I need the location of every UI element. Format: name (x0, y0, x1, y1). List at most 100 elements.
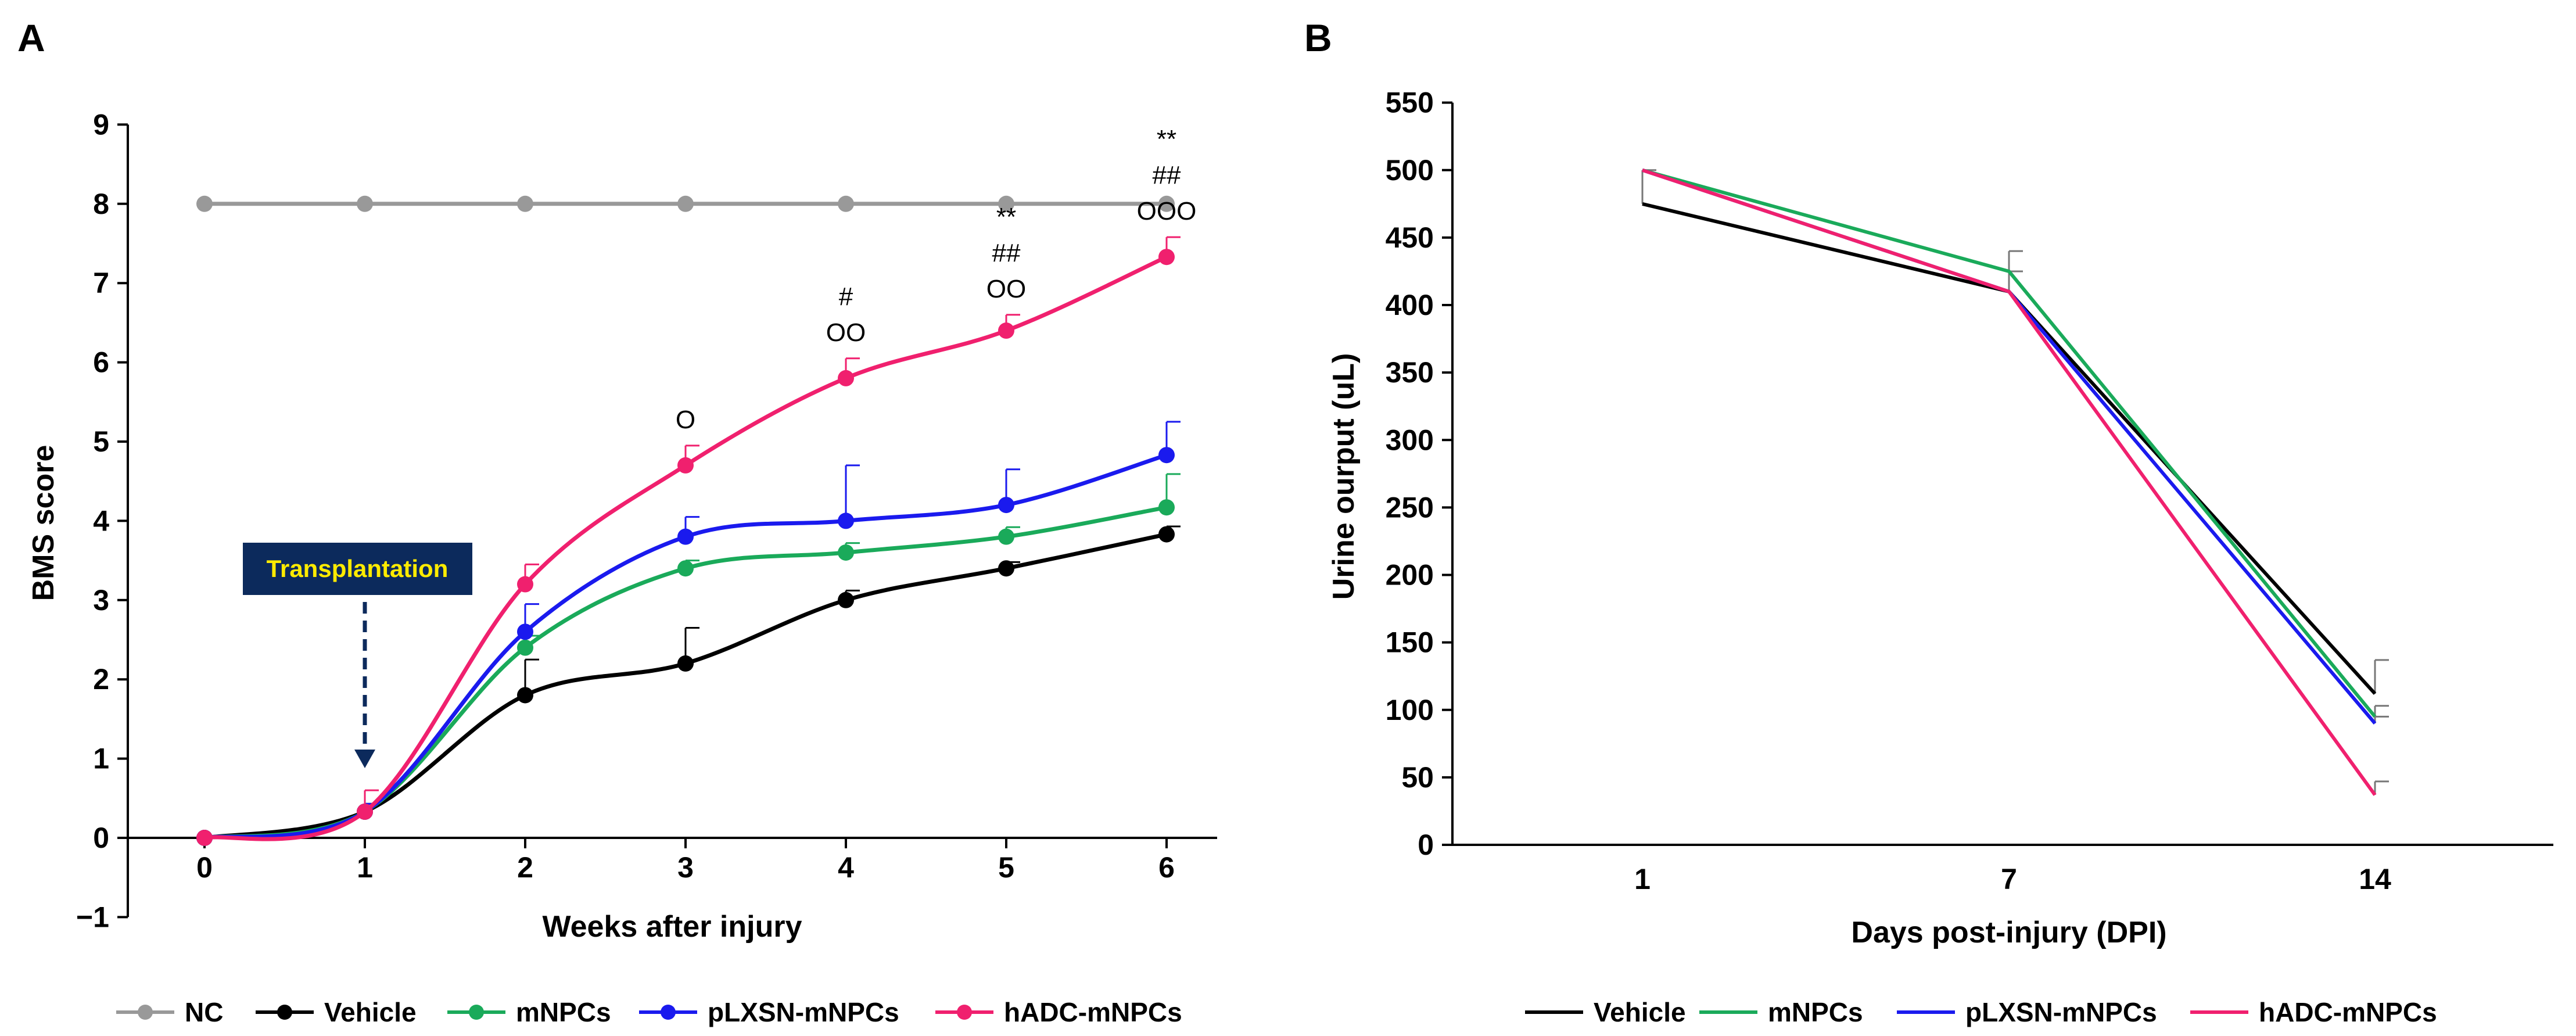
data-point (517, 195, 533, 212)
legend-item-hadc-mnpcs: hADC-mNPCs (935, 997, 1182, 1027)
data-point (677, 655, 694, 672)
x-tick-label: 14 (2359, 863, 2391, 895)
transplantation-callout-box (243, 543, 472, 595)
significance-mark: # (839, 282, 853, 311)
data-point (998, 195, 1014, 212)
y-tick-label: 1 (93, 743, 109, 775)
legend-label: NC (185, 997, 223, 1027)
x-tick-label: 5 (998, 851, 1014, 884)
y-tick-label: 300 (1386, 424, 1434, 456)
x-tick-label: 2 (517, 851, 533, 884)
x-tick-label: 3 (677, 851, 694, 884)
series-line (1642, 168, 2377, 718)
legend-label: Vehicle (1594, 997, 1686, 1027)
x-axis-title: Weeks after injury (542, 910, 802, 944)
x-tick-label: 0 (196, 851, 213, 884)
legend-swatch-marker (138, 1005, 153, 1020)
y-tick-label: 150 (1386, 626, 1434, 659)
y-tick-label: 3 (93, 584, 109, 616)
significance-mark: ** (996, 203, 1016, 231)
data-point (1158, 249, 1175, 266)
y-tick-label: 250 (1386, 491, 1434, 524)
x-tick-label: 7 (2001, 863, 2017, 895)
legend-label: Vehicle (324, 997, 417, 1027)
series-vehicle (1641, 169, 2389, 695)
legend-item-plxsn-mnpcs: pLXSN-mNPCs (1897, 997, 2157, 1027)
data-point (1158, 526, 1175, 543)
significance-mark: ## (992, 239, 1021, 267)
transplantation-callout-text: Transplantation (267, 555, 449, 582)
y-axis-title: BMS score (27, 445, 60, 601)
significance-mark: OO (986, 275, 1026, 303)
legend-swatch-marker (277, 1005, 292, 1020)
series-hadc-mnpcs (196, 236, 1181, 846)
y-axis-title: Urine ourput (uL) (1327, 353, 1361, 600)
y-tick-label: 8 (93, 188, 109, 220)
legend-item-nc: NC (116, 997, 223, 1027)
data-point (677, 457, 694, 474)
y-tick-label: 450 (1386, 221, 1434, 254)
legend-item-mnpcs: mNPCs (1699, 997, 1863, 1027)
legend-swatch-marker (469, 1005, 484, 1020)
data-point (517, 639, 533, 656)
data-point (517, 687, 533, 704)
legend-item-vehicle: Vehicle (1525, 997, 1686, 1027)
y-tick-label: 7 (93, 267, 109, 299)
y-tick-label: 4 (93, 504, 109, 537)
y-tick-label: 550 (1386, 87, 1434, 119)
series-mnpcs (1642, 168, 2389, 718)
y-tick-label: 0 (1418, 829, 1434, 861)
data-point (677, 195, 694, 212)
legend-label: mNPCs (1768, 997, 1863, 1027)
y-tick-label: 5 (93, 425, 109, 458)
panel-a-label: A (17, 16, 45, 59)
y-tick-label: 100 (1386, 694, 1434, 726)
y-tick-label: 500 (1386, 154, 1434, 187)
data-point (838, 195, 854, 212)
legend-swatch-marker (957, 1005, 972, 1020)
x-tick-label: 1 (1634, 863, 1651, 895)
data-point (196, 830, 213, 846)
y-tick-label: 200 (1386, 559, 1434, 592)
series-plxsn-mnpcs (196, 421, 1181, 846)
significance-mark: OO (826, 318, 866, 347)
transplantation-arrow-head (354, 750, 375, 768)
series-nc (196, 195, 1175, 212)
data-point (838, 592, 854, 608)
x-tick-label: 6 (1158, 851, 1175, 884)
data-point (1158, 447, 1175, 464)
significance-mark: ** (1157, 125, 1176, 153)
data-point (677, 560, 694, 577)
y-tick-label: −1 (76, 901, 109, 933)
y-tick-label: 2 (93, 663, 109, 696)
data-point (517, 576, 533, 593)
data-point (196, 195, 213, 212)
legend-label: hADC-mNPCs (2259, 997, 2437, 1027)
y-tick-label: 0 (93, 822, 109, 854)
series-line (1642, 168, 2377, 796)
legend-item-plxsn-mnpcs: pLXSN-mNPCs (639, 997, 899, 1027)
legend-item-mnpcs: mNPCs (447, 997, 611, 1027)
legend-label: pLXSN-mNPCs (708, 997, 899, 1027)
series-hadc-mnpcs (1642, 168, 2389, 796)
y-tick-label: 50 (1401, 761, 1434, 794)
legend-label: pLXSN-mNPCs (1965, 997, 2157, 1027)
legend-label: mNPCs (516, 997, 611, 1027)
significance-mark: ## (1153, 161, 1181, 189)
data-point (998, 528, 1014, 545)
data-point (838, 512, 854, 529)
legend-item-hadc-mnpcs: hADC-mNPCs (2190, 997, 2437, 1027)
x-tick-label: 1 (357, 851, 373, 884)
panel-b-label: B (1304, 16, 1332, 59)
data-point (838, 544, 854, 561)
x-tick-label: 4 (838, 851, 854, 884)
data-point (357, 195, 373, 212)
significance-mark: O (676, 406, 695, 434)
data-point (998, 560, 1014, 577)
significance-mark: OOO (1137, 197, 1197, 225)
data-point (677, 528, 694, 545)
data-point (357, 803, 373, 820)
data-point (998, 322, 1014, 339)
